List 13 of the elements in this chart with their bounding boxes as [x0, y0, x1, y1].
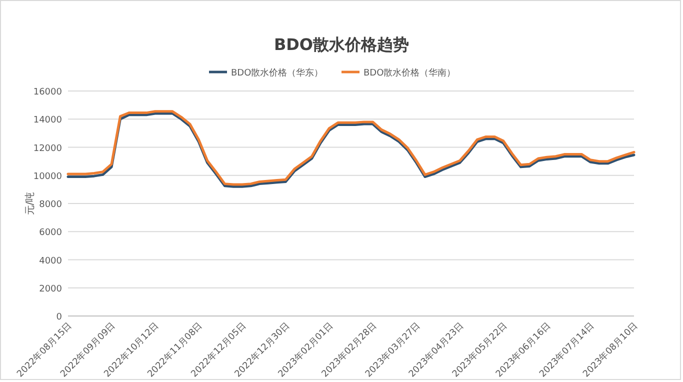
- y-tick-label: 10000: [33, 172, 62, 182]
- legend-label: BDO散水价格（华东）: [231, 68, 324, 78]
- y-tick-label: 0: [56, 312, 62, 322]
- chart-title: BDO散水价格趋势: [274, 35, 410, 54]
- y-tick-label: 12000: [33, 144, 62, 154]
- y-tick-label: 8000: [39, 200, 62, 210]
- y-axis-title: 元/吨: [24, 192, 36, 216]
- y-tick-label: 2000: [39, 284, 62, 294]
- y-tick-label: 14000: [33, 116, 62, 126]
- y-tick-label: 16000: [33, 88, 62, 98]
- legend-label: BDO散水价格（华南）: [364, 68, 456, 78]
- y-tick-label: 4000: [39, 256, 62, 266]
- y-tick-label: 6000: [39, 228, 62, 238]
